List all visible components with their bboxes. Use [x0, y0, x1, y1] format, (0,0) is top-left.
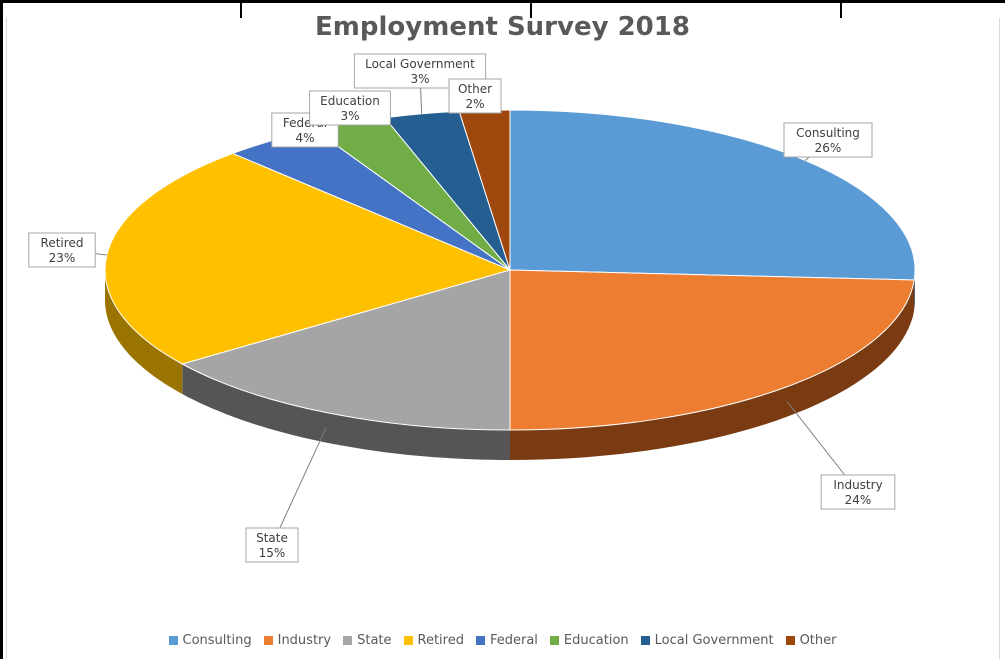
data-labels: Consulting26%Industry24%State15%Retired2…	[28, 53, 896, 563]
leader-line	[271, 427, 327, 546]
chart-legend: Consulting Industry State Retired Federal Edu…	[0, 633, 1005, 648]
table-cell-2	[240, 0, 532, 18]
pie-side-industry	[510, 280, 915, 460]
legend-label: Industry	[277, 633, 332, 648]
pie-side-state	[182, 364, 511, 460]
legend-swatch	[168, 636, 178, 645]
data-label-box	[309, 90, 391, 126]
legend-label: Federal	[489, 633, 538, 648]
data-label-percent: 2%	[465, 97, 484, 111]
pie-side-retired	[105, 270, 183, 394]
data-label-category: State	[256, 531, 288, 545]
legend-swatch	[403, 636, 413, 645]
data-label-category: Retired	[41, 236, 84, 250]
legend-item[interactable]: Other	[785, 633, 837, 648]
legend-label: Local Government	[654, 633, 774, 648]
pie-slice-consulting[interactable]	[509, 109, 916, 281]
legend-label: State	[357, 633, 392, 648]
legend-item[interactable]: Consulting	[168, 633, 252, 648]
data-label-percent: 26%	[815, 141, 842, 155]
legend-swatch	[785, 636, 795, 645]
chart-title: Employment Survey 2018	[315, 12, 690, 42]
legend-swatch	[640, 636, 650, 645]
data-label-box	[783, 122, 873, 158]
data-label-category: Industry	[833, 478, 882, 492]
data-label-box	[820, 474, 896, 510]
data-label-category: Other	[458, 82, 492, 96]
data-label-box	[28, 232, 96, 268]
legend-item[interactable]: Education	[549, 633, 629, 648]
data-label-box	[245, 527, 299, 563]
pie-slice-industry[interactable]	[509, 269, 915, 431]
legend-label: Other	[799, 633, 837, 648]
legend-swatch	[549, 636, 559, 645]
left-border	[0, 0, 3, 659]
data-label-category: Local Government	[365, 57, 475, 71]
legend-label: Retired	[417, 633, 464, 648]
data-label-percent: 3%	[340, 109, 359, 123]
legend-label: Education	[563, 633, 629, 648]
data-label-category: Consulting	[796, 126, 860, 140]
data-label-box	[448, 78, 502, 114]
legend-item[interactable]: Local Government	[640, 633, 774, 648]
legend-swatch	[475, 636, 485, 645]
chart-area	[6, 18, 1000, 659]
data-label-percent: 24%	[845, 493, 872, 507]
pie-slice-retired[interactable]	[104, 152, 512, 365]
legend-item[interactable]: Industry	[263, 633, 332, 648]
legend-item[interactable]: Federal	[475, 633, 538, 648]
legend-swatch	[343, 636, 353, 645]
data-label-percent: 4%	[295, 131, 314, 145]
legend-item[interactable]: State	[343, 633, 392, 648]
legend-item[interactable]: Retired	[403, 633, 464, 648]
data-label-percent: 15%	[259, 546, 286, 560]
data-label-percent: 3%	[410, 72, 429, 86]
table-cell-3	[530, 0, 842, 18]
pie-slice-state[interactable]	[180, 269, 511, 431]
legend-swatch	[263, 636, 273, 645]
top-border	[0, 0, 1005, 3]
pie-tops	[104, 109, 916, 431]
legend-label: Consulting	[182, 633, 252, 648]
data-label-percent: 23%	[49, 251, 76, 265]
data-label-category: Education	[320, 94, 380, 108]
table-cell-1	[0, 0, 242, 18]
